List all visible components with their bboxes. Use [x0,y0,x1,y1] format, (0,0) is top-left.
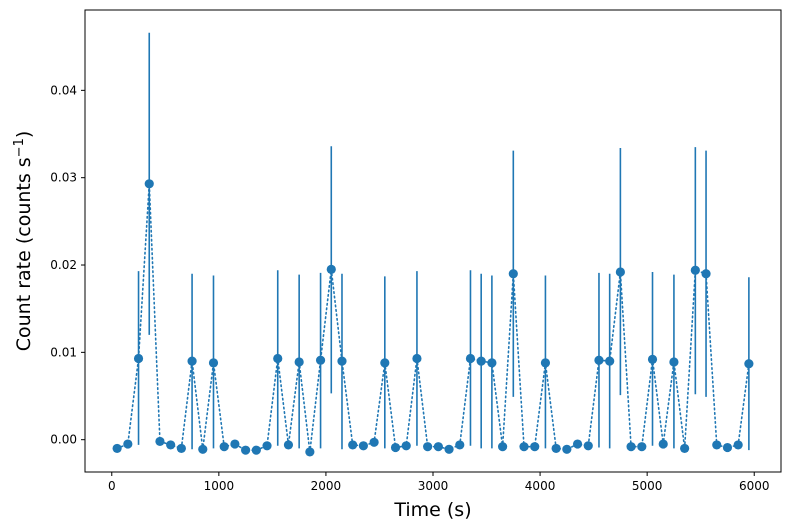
x-tick-label: 5000 [632,479,663,493]
data-point [315,355,326,365]
data-point [251,445,261,455]
data-point [294,357,304,367]
data-point [583,441,593,451]
data-point [498,442,508,452]
data-point [305,447,315,457]
data-point [433,442,443,452]
data-point [390,442,401,453]
data-point [262,441,272,451]
data-point [166,440,176,450]
y-tick-label: 0.03 [50,171,77,185]
data-point [187,356,197,366]
data-point [476,356,486,366]
data-point [423,442,433,452]
data-point [455,440,465,450]
y-tick-label: 0.00 [50,433,77,447]
y-axis-title: Count rate (counts s−1) [12,131,35,352]
data-point [176,443,186,454]
data-point [155,436,165,447]
data-point [626,442,636,452]
y-axis-title-close: ) [13,131,35,138]
data-point [465,353,476,364]
data-point [519,442,529,452]
data-point [562,444,572,454]
data-point [690,265,700,275]
series-dotted-line [116,183,750,453]
y-tick-label: 0.02 [50,258,77,272]
x-tick-label: 4000 [525,479,556,493]
data-point [112,443,122,454]
data-point [701,269,711,279]
data-point [401,441,411,451]
x-tick-label: 2000 [311,479,342,493]
data-point [658,439,668,449]
x-tick-label: 6000 [739,479,770,493]
data-point [123,439,133,449]
y-tick-label: 0.01 [50,345,77,359]
y-tick-label: 0.04 [50,83,77,97]
data-point [722,442,733,453]
y-axis-ticks: 0.00 0.01 0.02 0.03 0.04 [50,83,85,447]
data-point [615,267,625,277]
data-point [712,440,722,450]
x-tick-label: 3000 [418,479,449,493]
data-point [283,440,294,450]
data-point [487,358,497,368]
x-axis-ticks: 0 1000 2000 3000 4000 5000 6000 [108,472,770,493]
data-point [219,442,229,452]
data-point [669,357,679,367]
data-point [530,442,540,452]
data-point [605,356,615,366]
data-point [680,443,690,454]
y-axis-title-superscript: −1 [12,138,27,157]
data-point [198,444,208,454]
data-point [380,358,390,368]
data-point [594,355,604,365]
x-axis-title: Time (s) [393,499,471,521]
data-point [273,353,283,364]
x-tick-label: 0 [108,479,116,493]
data-point [369,437,379,447]
data-point [144,179,154,189]
data-point [326,264,336,274]
data-point [241,445,251,455]
data-point [337,356,347,366]
data-point [348,440,358,450]
data-series [112,32,754,457]
data-point [637,442,647,452]
data-point [444,444,454,454]
data-point [551,443,561,454]
data-point [208,358,219,368]
x-tick-label: 1000 [204,479,235,493]
data-point [358,441,368,451]
data-point [572,439,583,449]
data-point [412,353,422,364]
data-point [744,359,754,369]
y-axis-title-main: Count rate (counts s [13,157,35,351]
plot-area [85,10,781,472]
data-point [230,439,240,449]
data-point [733,440,743,450]
data-point [133,353,144,364]
data-point [647,354,658,364]
data-point [508,269,518,279]
data-point [540,358,551,368]
